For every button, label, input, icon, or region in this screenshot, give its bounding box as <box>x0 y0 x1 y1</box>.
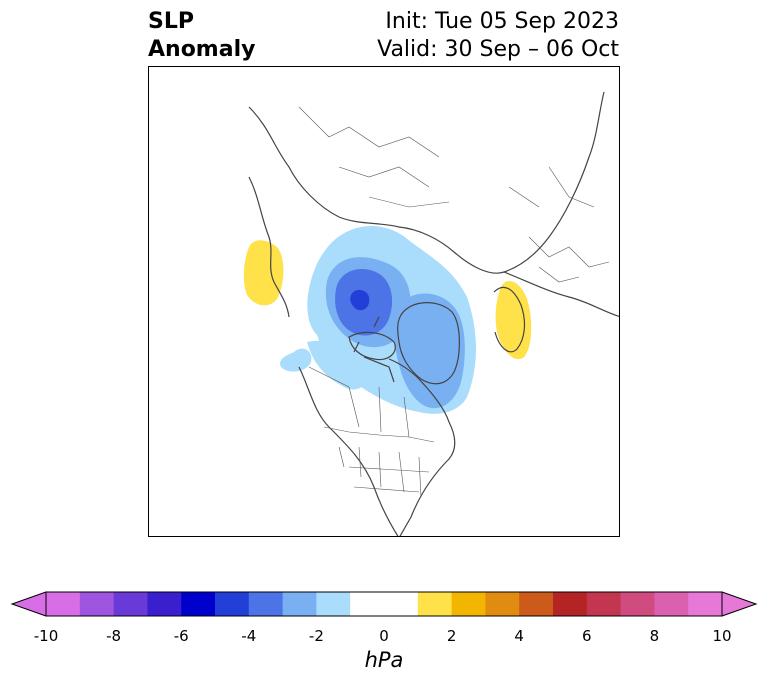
coastline-greenland <box>397 302 460 385</box>
colorbar-bin <box>215 592 250 616</box>
colorbar-tick-label: -4 <box>241 627 257 645</box>
map-title: SLP Anomaly <box>148 8 255 64</box>
colorbar-bin <box>147 592 182 616</box>
anomaly-shading <box>243 225 532 414</box>
colorbar-bin <box>282 592 317 616</box>
colorbar-bin <box>316 592 351 616</box>
title-line-slp: SLP <box>148 9 194 34</box>
init-date: Init: Tue 05 Sep 2023 <box>385 9 619 34</box>
colorbar-tick-label: -2 <box>308 627 324 645</box>
colorbar-tick-label: -6 <box>173 627 189 645</box>
colorbar-tick-label: 0 <box>379 627 389 645</box>
borders-europe <box>508 166 610 283</box>
anomaly-region-minus1-gulf <box>307 340 368 390</box>
coastlines <box>248 91 619 536</box>
coastline-arctic-islands <box>348 316 396 383</box>
colorbar-bin <box>248 592 284 616</box>
anomaly-region-minus1-pacific <box>280 348 312 372</box>
colorbar-over-arrow <box>721 591 758 617</box>
polar-map <box>243 91 619 536</box>
colorbar <box>10 591 758 617</box>
borders-russia <box>298 106 450 208</box>
colorbar-tick-label: 10 <box>712 627 732 645</box>
coastline-eurasia <box>248 91 605 274</box>
colorbar-under-arrow <box>10 591 47 617</box>
colorbar-tick-label: -10 <box>33 627 59 645</box>
colorbar-bin <box>654 592 689 616</box>
coastline-north-america <box>298 358 456 536</box>
valid-date-range: Valid: 30 Sep – 06 Oct <box>377 37 619 62</box>
borders-canada-provinces <box>308 366 410 438</box>
anomaly-region-minus2-greenland <box>393 293 465 409</box>
colorbar-bin <box>485 592 520 616</box>
anomaly-region-minus4 <box>350 289 370 311</box>
title-line-anomaly: Anomaly <box>148 37 256 62</box>
colorbar-bin <box>519 592 554 616</box>
colorbar-bin <box>451 592 486 616</box>
colorbar-bin <box>113 592 148 616</box>
map-panel <box>148 66 620 537</box>
coastline-europe <box>503 271 619 317</box>
colorbar-tick-label: -8 <box>106 627 122 645</box>
colorbar-bin <box>350 592 419 616</box>
colorbar-bin <box>181 592 216 616</box>
colorbar-frame <box>45 591 723 617</box>
anomaly-region-plus1-siberia <box>243 240 284 306</box>
colorbar-bin <box>79 592 115 616</box>
colorbar-bin <box>688 592 723 616</box>
colorbar-bin <box>586 592 622 616</box>
borders <box>298 106 610 498</box>
borders-canada-us <box>323 426 435 498</box>
coastline-scandinavia <box>493 286 526 353</box>
colorbar-bins <box>46 592 723 616</box>
colorbar-units: hPa <box>364 648 404 672</box>
colorbar-bin <box>417 592 453 616</box>
coastline-alaska <box>248 176 290 318</box>
colorbar-tick-label: 8 <box>649 627 660 645</box>
colorbar-tick-label: 2 <box>446 627 457 645</box>
colorbar-tick-label: 4 <box>514 627 524 645</box>
colorbar-bin <box>46 592 81 616</box>
colorbar-bin <box>620 592 655 616</box>
colorbar-tick-label: 6 <box>582 627 592 645</box>
map-dates: Init: Tue 05 Sep 2023 Valid: 30 Sep – 06… <box>377 8 619 64</box>
colorbar-bin <box>553 592 588 616</box>
